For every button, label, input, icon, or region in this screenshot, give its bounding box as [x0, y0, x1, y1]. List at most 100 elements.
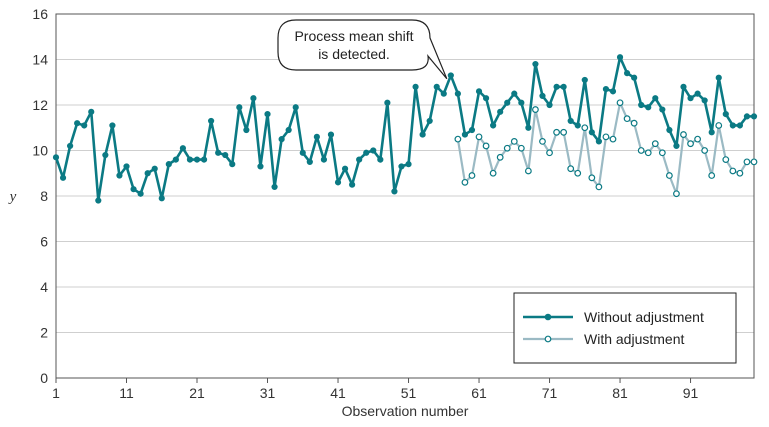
- data-point: [349, 181, 356, 188]
- data-point: [602, 133, 610, 141]
- data-point: [553, 128, 560, 136]
- data-point: [708, 129, 715, 136]
- data-point: [616, 54, 624, 61]
- data-point: [299, 149, 306, 156]
- data-point: [497, 108, 504, 115]
- data-point: [165, 161, 172, 168]
- data-point: [588, 129, 595, 136]
- data-point: [88, 108, 95, 115]
- data-point: [609, 135, 617, 143]
- data-point: [525, 124, 532, 131]
- data-point: [511, 90, 518, 97]
- data-point: [250, 95, 257, 102]
- legend-marker-with-adjustment: [544, 335, 552, 343]
- data-point: [581, 124, 589, 132]
- data-point: [151, 165, 158, 172]
- data-point: [574, 122, 581, 129]
- data-point: [532, 106, 539, 113]
- data-point: [687, 95, 694, 102]
- series-line: [456, 101, 754, 195]
- series-without-adjustment: [52, 54, 758, 204]
- data-point: [67, 142, 74, 150]
- data-point: [666, 126, 673, 134]
- legend-box: [513, 292, 737, 364]
- data-point: [694, 90, 701, 97]
- data-point: [363, 149, 370, 156]
- data-point: [623, 70, 631, 77]
- y-tick-label: 16: [32, 6, 48, 22]
- x-tick-label: 71: [542, 385, 558, 401]
- data-point: [172, 156, 179, 163]
- data-point: [581, 76, 588, 84]
- data-point: [673, 190, 680, 198]
- series-with-adjustment: [454, 99, 758, 198]
- data-point: [743, 113, 751, 120]
- data-point: [419, 131, 426, 138]
- data-point: [433, 83, 440, 90]
- data-point: [574, 169, 582, 177]
- y-tick-label: 6: [40, 234, 48, 250]
- data-point: [687, 140, 694, 148]
- data-point: [320, 156, 328, 163]
- y-tick-label: 4: [40, 279, 48, 295]
- data-point: [616, 99, 624, 107]
- data-point: [560, 128, 568, 136]
- data-point: [264, 111, 271, 118]
- data-point: [482, 142, 490, 150]
- data-point: [736, 122, 744, 129]
- x-tick-label: 61: [471, 385, 487, 401]
- data-point: [708, 172, 716, 179]
- data-point: [518, 99, 525, 106]
- data-point: [539, 92, 546, 100]
- data-point: [74, 120, 81, 127]
- data-point: [701, 97, 708, 104]
- data-point: [109, 122, 116, 129]
- data-point: [398, 163, 405, 170]
- data-point: [644, 149, 652, 157]
- data-point: [637, 147, 645, 154]
- data-point: [285, 126, 292, 134]
- data-point: [588, 174, 596, 182]
- data-point: [673, 142, 680, 150]
- data-point: [645, 104, 652, 111]
- data-point: [236, 104, 243, 111]
- data-point: [370, 147, 377, 154]
- x-tick-label: 11: [119, 385, 134, 401]
- data-point: [595, 183, 603, 191]
- annotation-line-1: Process mean shift: [294, 28, 413, 44]
- data-point: [116, 172, 123, 179]
- data-point: [524, 167, 532, 175]
- y-tick-label: 14: [32, 52, 48, 68]
- data-point: [631, 74, 638, 81]
- data-point: [454, 135, 462, 143]
- data-point: [384, 99, 391, 106]
- data-point: [532, 60, 539, 68]
- x-tick-label: 21: [189, 385, 205, 401]
- data-point: [743, 158, 751, 166]
- data-point: [200, 156, 208, 163]
- data-point: [659, 106, 666, 113]
- plot-area-frame: [55, 13, 755, 379]
- callout-bubble: [277, 19, 448, 80]
- data-point: [475, 88, 483, 95]
- data-point: [517, 144, 525, 152]
- data-point: [102, 151, 109, 159]
- data-point: [313, 133, 320, 140]
- x-tick-label: 41: [330, 385, 346, 401]
- data-point: [694, 135, 701, 143]
- data-point: [546, 101, 553, 109]
- data-point: [722, 156, 730, 164]
- data-point: [81, 122, 88, 129]
- data-point: [271, 183, 278, 190]
- data-point: [496, 153, 504, 161]
- data-point: [123, 163, 130, 170]
- data-point: [715, 74, 722, 81]
- data-point: [257, 163, 264, 170]
- data-point: [546, 149, 553, 157]
- annotation-line-2: is detected.: [318, 46, 390, 62]
- data-point: [729, 122, 736, 129]
- data-point: [278, 136, 285, 143]
- legend-entry-without-adjustment: Without adjustment: [584, 309, 704, 325]
- data-point: [391, 188, 398, 195]
